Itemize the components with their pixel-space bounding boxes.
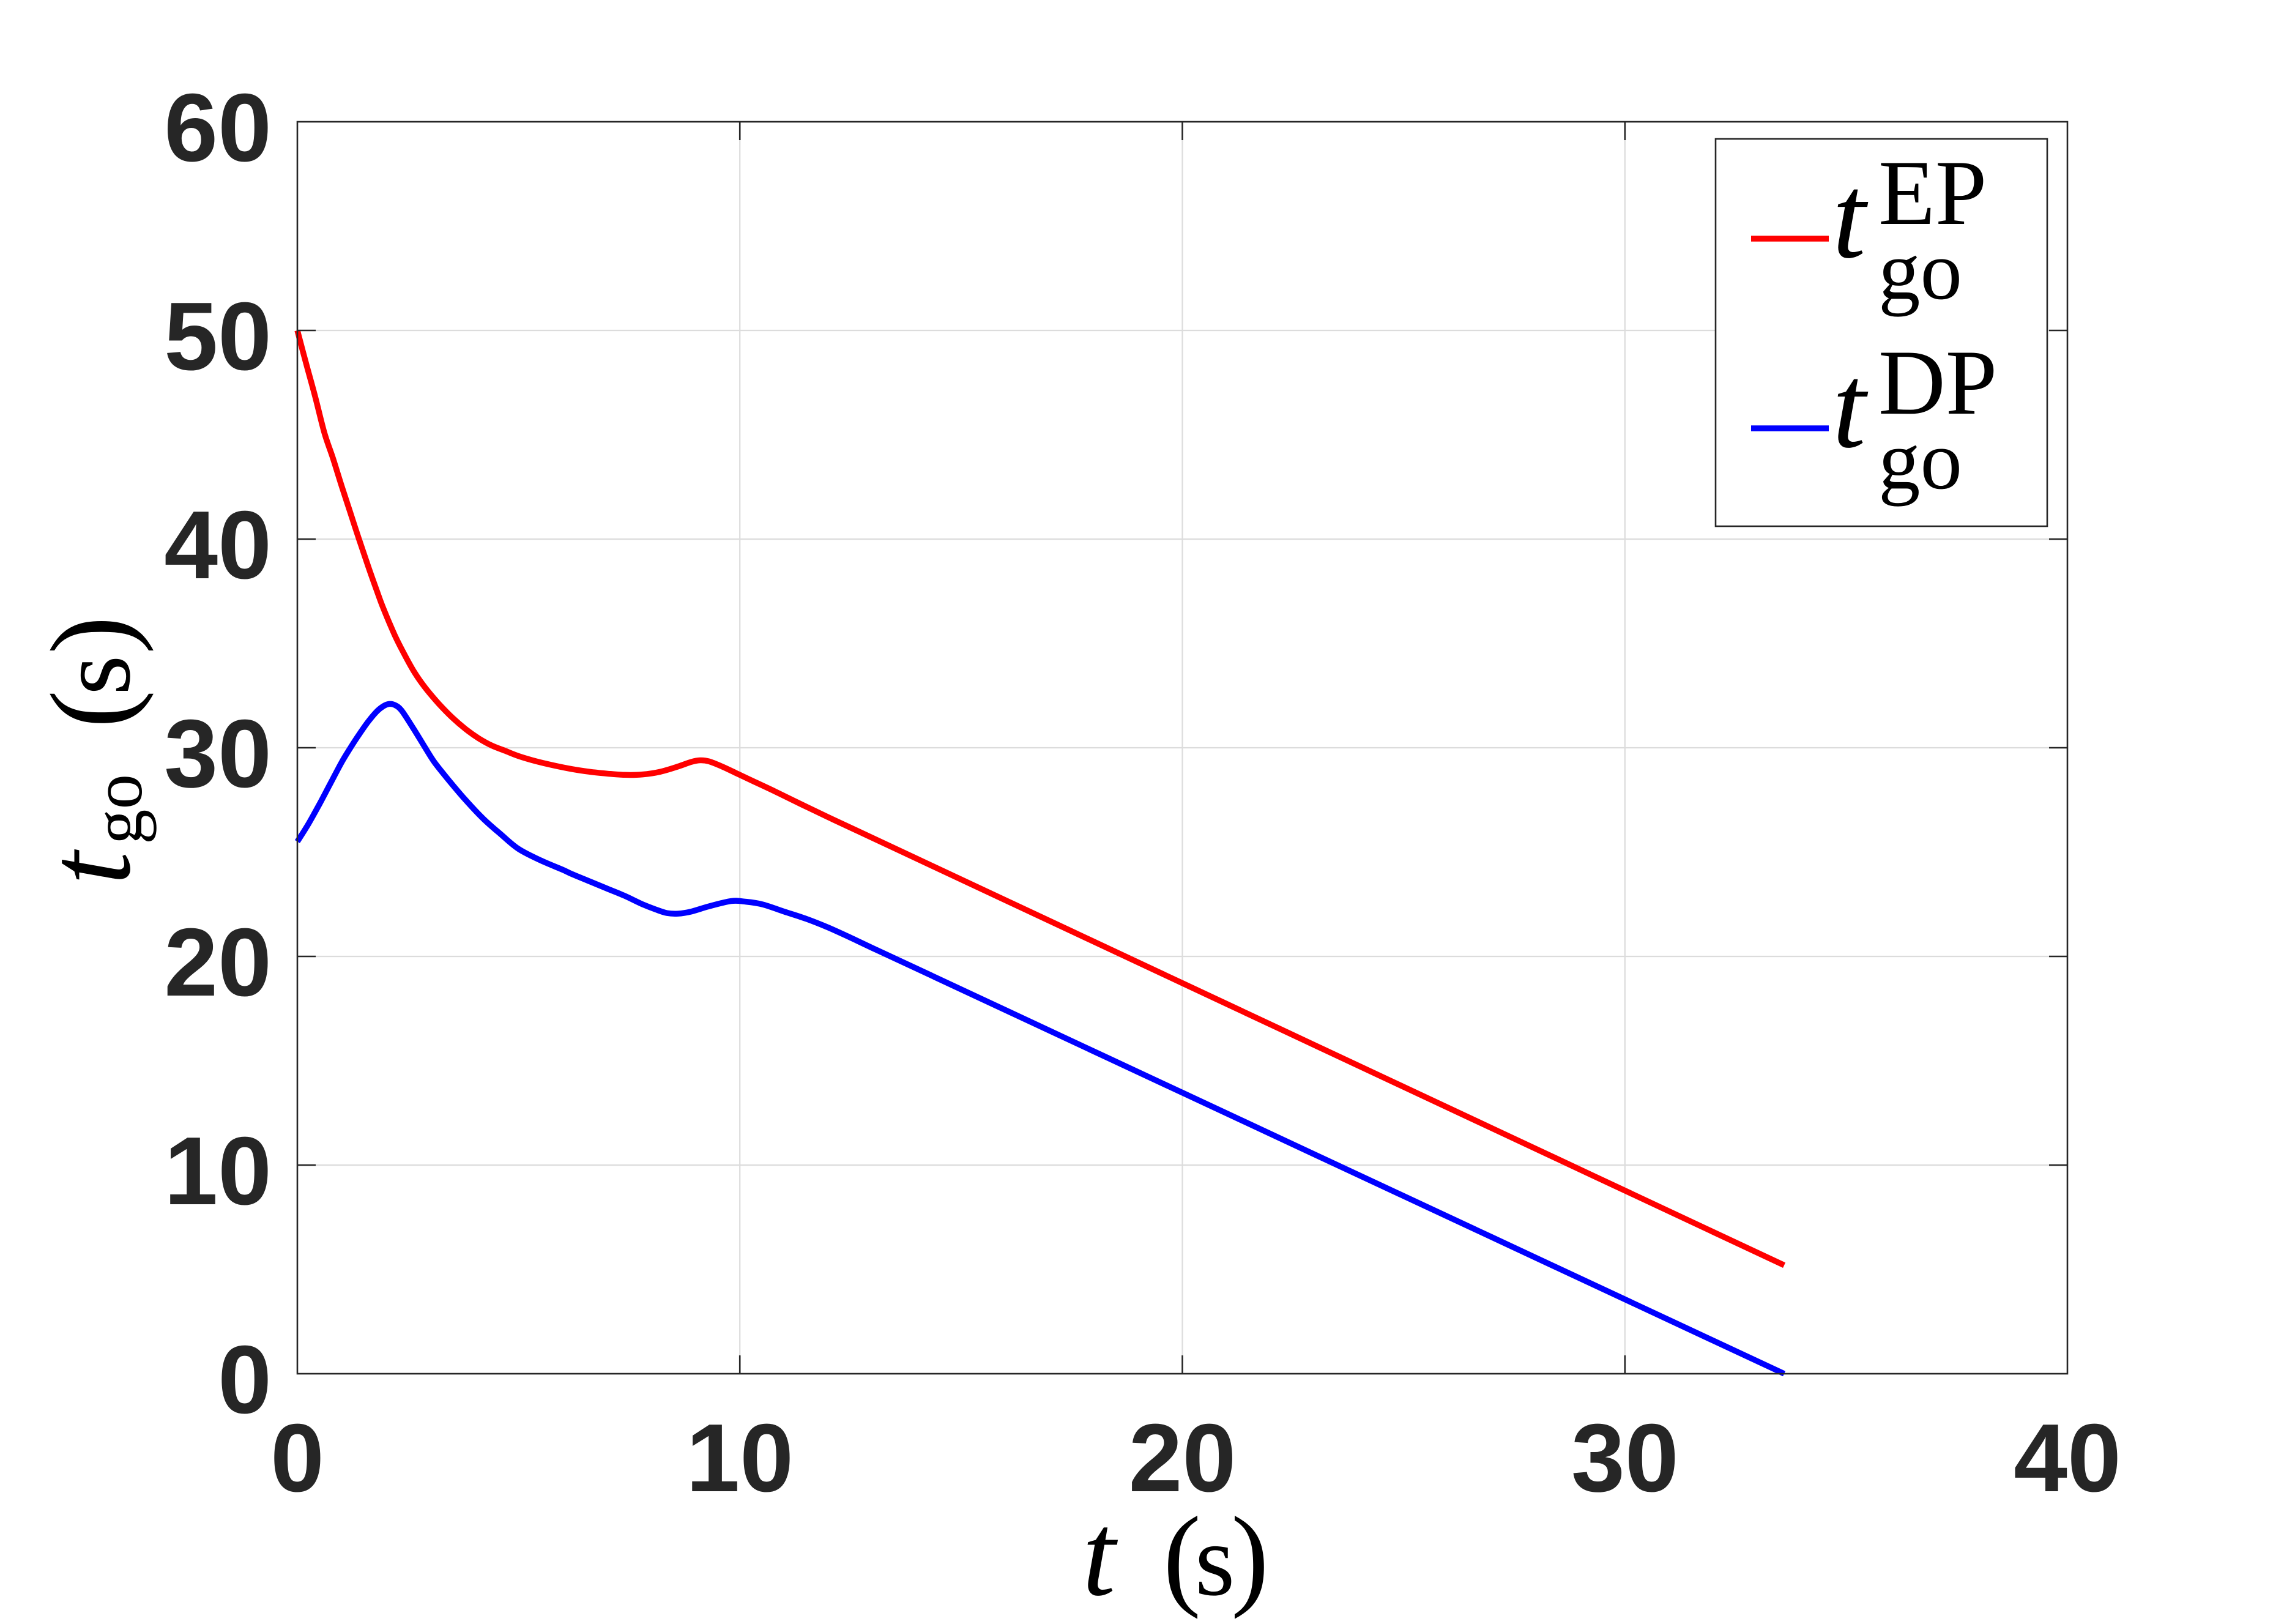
svg-text:10: 10 [686, 1404, 794, 1512]
svg-text:t: t [1082, 1489, 1118, 1621]
svg-text:t: t [1832, 151, 1869, 283]
svg-text:t: t [23, 849, 155, 885]
svg-text:EP: EP [1878, 141, 1987, 244]
svg-text:s: s [1195, 1503, 1235, 1617]
svg-text:30: 30 [164, 700, 272, 808]
svg-text:(: ( [28, 690, 154, 728]
svg-text:20: 20 [164, 909, 272, 1016]
svg-text:): ) [1231, 1494, 1269, 1620]
svg-text:): ) [28, 616, 154, 654]
svg-text:go: go [1878, 224, 1962, 317]
svg-text:40: 40 [2014, 1404, 2121, 1512]
svg-text:DP: DP [1878, 331, 1997, 434]
svg-text:(: ( [1163, 1494, 1201, 1620]
svg-text:0: 0 [270, 1404, 324, 1512]
svg-text:s: s [38, 655, 152, 695]
svg-text:t: t [1832, 340, 1869, 473]
svg-text:go: go [79, 774, 157, 844]
svg-text:40: 40 [164, 491, 272, 599]
svg-text:go: go [1878, 414, 1962, 507]
svg-text:20: 20 [1129, 1404, 1237, 1512]
svg-text:0: 0 [218, 1326, 272, 1434]
svg-text:50: 50 [164, 283, 272, 390]
svg-text:30: 30 [1571, 1404, 1679, 1512]
svg-text:60: 60 [164, 74, 272, 182]
svg-text:10: 10 [164, 1117, 272, 1225]
